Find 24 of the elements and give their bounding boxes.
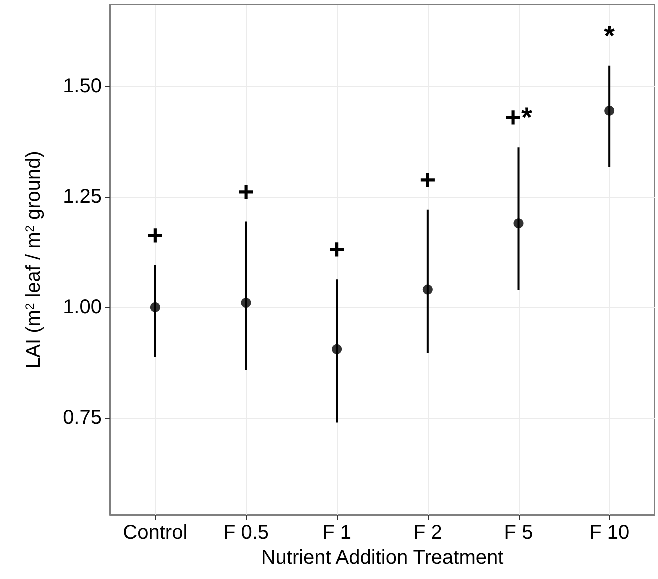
point [514,218,524,229]
x-tick-label: F 2 [413,522,442,544]
y-tick-label: 0.75 [63,406,102,429]
y-tick-label: 1.25 [63,186,102,208]
point [422,284,433,295]
x-tick-label: F 1 [322,522,352,544]
point [150,302,160,312]
annotation: + [420,164,436,196]
y-axis-title: LAI (m2 leaf / m2 ground) [23,151,45,369]
annotation: +* [505,102,532,134]
annotation: + [328,234,346,266]
point [241,298,252,308]
x-tick-label: F 0.5 [223,522,270,544]
annotation: * [604,20,616,52]
x-tick-label: F 10 [590,522,630,544]
x-axis-title: Nutrient Addition Treatment [261,546,504,569]
y-tick-label: 1.00 [63,296,102,318]
annotation: + [147,220,164,252]
point [604,106,615,116]
x-tick-label: Control [123,522,188,544]
annotation: + [238,176,254,208]
point [332,344,342,354]
y-tick-label: 1.50 [63,76,102,98]
x-tick-label: F 5 [504,522,534,544]
